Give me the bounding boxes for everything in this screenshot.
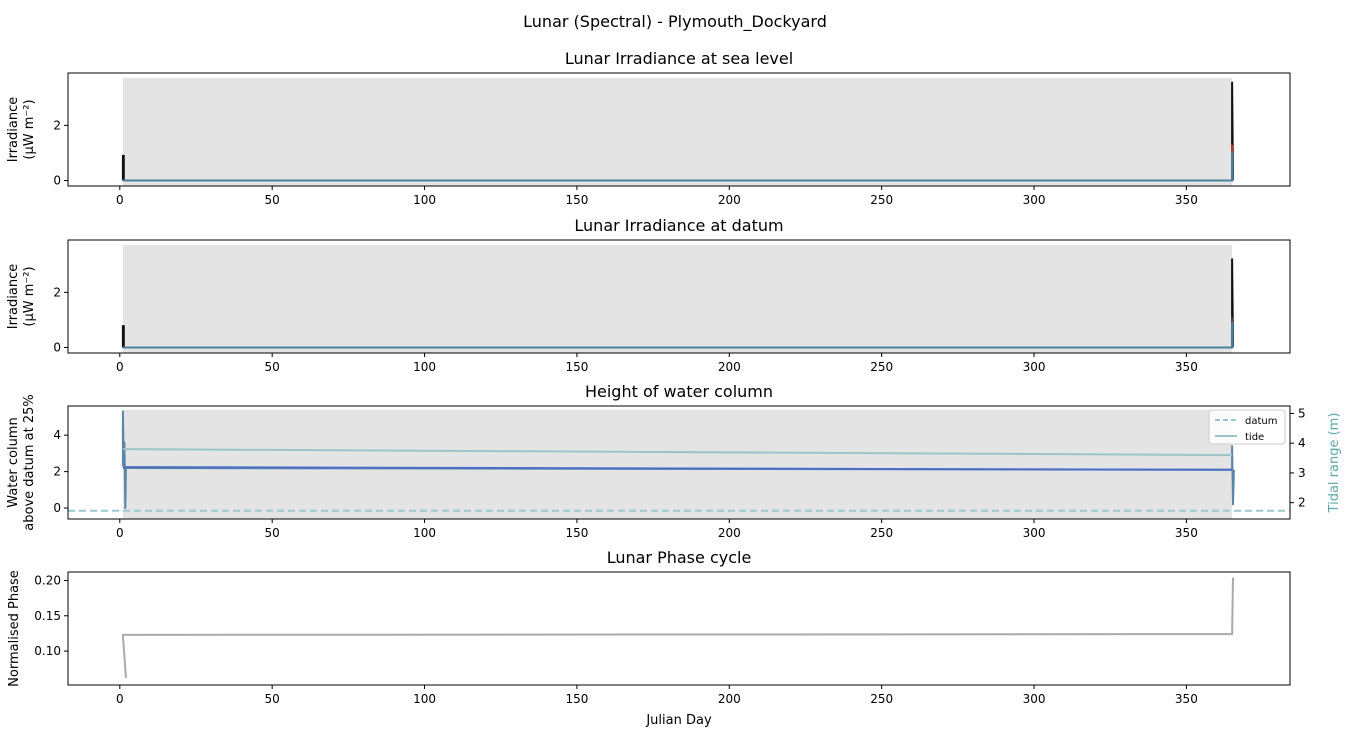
- x-tick-label: 200: [718, 193, 741, 207]
- x-tick-label: 50: [265, 526, 280, 540]
- figure-title: Lunar (Spectral) - Plymouth_Dockyard: [523, 12, 827, 31]
- x-tick-label: 300: [1023, 692, 1046, 706]
- x-tick-label: 150: [565, 193, 588, 207]
- y2-axis-label: Tidal range (m): [1327, 413, 1342, 514]
- y2-tick-label: 5: [1298, 406, 1306, 420]
- x-tick-label: 150: [565, 526, 588, 540]
- y-axis-label: (µW m⁻²): [22, 266, 37, 326]
- x-tick-label: 300: [1023, 193, 1046, 207]
- panel-title: Lunar Irradiance at datum: [574, 216, 783, 235]
- y-axis-label: Water column: [6, 417, 21, 507]
- x-tick-label: 300: [1023, 526, 1046, 540]
- y-tick-label: 0.15: [34, 609, 61, 623]
- series-line-1: [121, 577, 1234, 678]
- x-tick-label: 200: [718, 360, 741, 374]
- x-tick-label: 100: [413, 526, 436, 540]
- x-tick-label: 250: [870, 692, 893, 706]
- shaded-span: [122, 244, 1233, 353]
- y2-tick-label: 2: [1298, 496, 1306, 510]
- series-line-3: [122, 151, 1234, 182]
- y-tick-label: 0: [53, 340, 61, 354]
- y-tick-label: 0.20: [34, 573, 61, 587]
- panel-title: Lunar Phase cycle: [607, 548, 752, 567]
- x-tick-label: 350: [1175, 692, 1198, 706]
- x-tick-label: 350: [1175, 360, 1198, 374]
- series-line-2: [121, 410, 1235, 510]
- y-axis-label: Irradiance: [6, 264, 21, 329]
- x-tick-label: 150: [565, 692, 588, 706]
- x-tick-label: 250: [870, 526, 893, 540]
- legend: datum tide: [1208, 409, 1286, 445]
- x-tick-label: 50: [265, 692, 280, 706]
- y2-tick-label: 3: [1298, 466, 1306, 480]
- x-tick-label: 250: [870, 360, 893, 374]
- shaded-span: [122, 409, 1233, 519]
- x-tick-label: 0: [116, 360, 124, 374]
- y-tick-label: 4: [53, 428, 61, 442]
- series-line-tide: [122, 448, 1233, 457]
- y-tick-label: 2: [53, 118, 61, 132]
- x-tick-label: 0: [116, 692, 124, 706]
- x-tick-label: 350: [1175, 193, 1198, 207]
- y-axis-label: Irradiance: [6, 97, 21, 162]
- x-tick-label: 100: [413, 193, 436, 207]
- x-tick-label: 150: [565, 360, 588, 374]
- y-axis-label: (µW m⁻²): [22, 99, 37, 159]
- y-tick-label: 0.10: [34, 644, 61, 658]
- y-tick-label: 2: [53, 285, 61, 299]
- plot-frame: [67, 239, 1291, 354]
- panel-2: Lunar Irradiance at datum 0 50 100 150 200 250…: [6, 216, 1291, 374]
- panel-title: Height of water column: [585, 382, 773, 401]
- x-tick-label: 300: [1023, 360, 1046, 374]
- legend-label: datum: [1245, 416, 1277, 427]
- panel-4: Lunar Phase cycle 0 50 100 150 200 250 300 350 0.…: [7, 548, 1291, 728]
- x-tick-label: 50: [265, 193, 280, 207]
- legend-label: tide: [1245, 432, 1264, 443]
- shaded-span: [122, 77, 1233, 186]
- x-tick-label: 50: [265, 360, 280, 374]
- plot-frame: [67, 405, 1291, 520]
- y-tick-label: 0: [53, 173, 61, 187]
- x-tick-label: 100: [413, 360, 436, 374]
- y2-tick-label: 4: [1298, 436, 1306, 450]
- series-line-3: [122, 321, 1234, 349]
- y-axis-label: above datum at 25%: [22, 394, 37, 530]
- x-tick-label: 350: [1175, 526, 1198, 540]
- plot-frame: [67, 72, 1291, 187]
- plot-frame: [67, 571, 1291, 686]
- x-tick-label: 200: [718, 526, 741, 540]
- x-tick-label: 100: [413, 692, 436, 706]
- x-tick-label: 0: [116, 193, 124, 207]
- x-tick-label: 0: [116, 526, 124, 540]
- y-tick-label: 2: [53, 465, 61, 479]
- y-tick-label: 0: [53, 501, 61, 515]
- panel-title: Lunar Irradiance at sea level: [565, 49, 793, 68]
- x-tick-label: 250: [870, 193, 893, 207]
- series-line-3: [122, 466, 1233, 471]
- x-tick-label: 200: [718, 692, 741, 706]
- y-axis-label: Normalised Phase: [7, 570, 22, 687]
- x-axis-label: Julian Day: [645, 713, 712, 728]
